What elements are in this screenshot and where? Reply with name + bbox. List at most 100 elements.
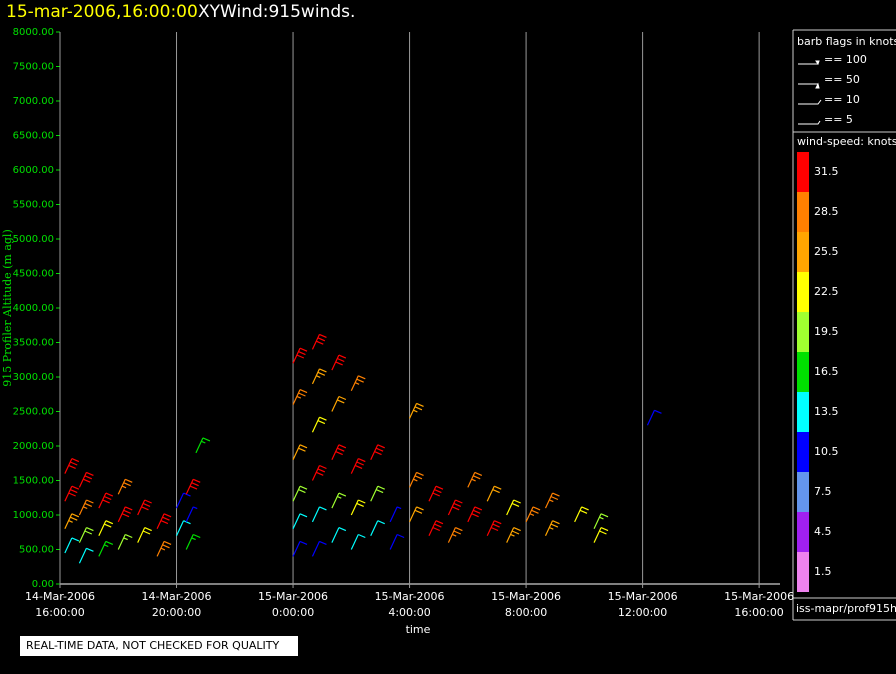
y-tick-label: 6500.00	[13, 131, 54, 142]
wind-barb	[156, 540, 172, 557]
wind-barb	[506, 499, 521, 516]
wind-barb	[311, 333, 327, 350]
wind-barb	[64, 485, 80, 502]
barb-shape	[331, 354, 347, 371]
barb-shape	[98, 540, 114, 557]
wind-barb	[311, 464, 327, 481]
wind-barb	[78, 547, 94, 564]
barb-shape	[292, 540, 308, 557]
barb-shape	[331, 395, 347, 412]
barb-shape	[117, 478, 133, 495]
x-tick-label: 15-Mar-2006	[608, 590, 678, 603]
barb-shape	[525, 506, 541, 523]
wind-barb	[350, 458, 366, 474]
colorbar-swatch	[797, 472, 809, 512]
colorbar-label: 22.5	[814, 285, 839, 298]
wind-barb	[331, 492, 347, 509]
wind-barb	[389, 533, 405, 550]
wind-barb	[156, 513, 172, 530]
colorbar-label: 28.5	[814, 205, 839, 218]
colorbar-label: 16.5	[814, 365, 839, 378]
quality-note: REAL-TIME DATA, NOT CHECKED FOR QUALITY	[26, 639, 280, 652]
wind-barb	[185, 478, 201, 495]
wind-barb	[78, 499, 94, 516]
quality-box	[20, 636, 298, 656]
barb-shape	[311, 540, 327, 557]
wind-barb	[370, 485, 385, 502]
barb-shape	[467, 471, 483, 488]
barb-shape	[78, 527, 94, 543]
y-tick-label: 1000.00	[13, 510, 54, 521]
barb-shape	[185, 506, 198, 523]
barb-shape	[185, 533, 201, 550]
barb-shape	[98, 520, 114, 536]
wind-barb	[467, 506, 483, 523]
barb-shape	[292, 513, 308, 530]
y-tick-label: 3500.00	[13, 338, 54, 349]
wind-barb	[525, 506, 541, 523]
wind-barb	[137, 527, 152, 543]
wind-barb	[64, 513, 80, 530]
barb-shape	[350, 533, 366, 550]
wind-barb	[98, 492, 114, 509]
wind-barb	[292, 540, 308, 557]
y-tick-label: 500.00	[19, 545, 54, 556]
colorbar-swatch	[797, 352, 809, 392]
wind-barb	[593, 527, 609, 543]
wind-barb	[370, 444, 385, 461]
wind-barb	[506, 527, 521, 543]
wind-barb	[389, 506, 402, 523]
wind-barb	[292, 444, 308, 461]
wind-barb	[175, 520, 191, 536]
y-tick-label: 5500.00	[13, 200, 54, 211]
barb-shape	[467, 506, 483, 523]
colorbar-swatch	[797, 232, 809, 272]
wind-barb	[185, 533, 201, 550]
colorbar-label: 10.5	[814, 445, 839, 458]
barb-shape	[117, 506, 133, 523]
x-tick-label: 15-Mar-2006	[375, 590, 445, 603]
chart-title: XYWind:915winds.	[198, 2, 355, 22]
barb-shape	[78, 471, 94, 488]
barb-shape	[311, 368, 327, 385]
barb-shape	[78, 547, 94, 564]
wind-barb	[117, 506, 133, 523]
barb-shape	[292, 389, 308, 405]
barb-shape	[389, 533, 405, 550]
x-axis-label: time	[406, 623, 431, 636]
barb-shape	[428, 520, 444, 536]
wind-barb	[467, 471, 483, 488]
barb-shape	[370, 444, 385, 461]
barb-shape	[544, 520, 560, 536]
barb-shape	[350, 458, 366, 474]
colorbar-label: 25.5	[814, 245, 839, 258]
x-tick-label: 14-Mar-2006	[25, 590, 95, 603]
barb-shape	[292, 485, 308, 502]
colorbar-swatch	[797, 512, 809, 552]
wind-barb	[350, 375, 366, 392]
barb-shape	[350, 375, 366, 392]
x-tick-label: 12:00:00	[618, 606, 667, 619]
y-tick-label: 2000.00	[13, 441, 54, 452]
wind-barb	[447, 499, 463, 516]
source-label: iss-mapr/prof915h	[796, 602, 896, 615]
barb-shape	[370, 520, 385, 536]
wind-barb	[331, 527, 347, 543]
y-tick-label: 4500.00	[13, 269, 54, 280]
barb-shape	[409, 402, 424, 419]
y-tick-label: 5000.00	[13, 234, 54, 245]
wind-barb	[350, 499, 366, 516]
barb-shape	[593, 513, 609, 530]
barb-shape	[486, 485, 502, 502]
x-tick-label: 16:00:00	[35, 606, 84, 619]
barb-shape	[185, 478, 201, 495]
wind-barb	[409, 402, 424, 419]
colorbar-swatch	[797, 152, 809, 192]
colorbar-label: 4.5	[814, 525, 832, 538]
colorbar-swatch	[797, 392, 809, 432]
y-axis-label: 915 Profiler Altitude (m agl)	[1, 229, 14, 386]
wind-barb	[331, 395, 347, 412]
barb-shape	[447, 499, 463, 516]
title-time: 15-mar-2006,16:00:00	[6, 2, 198, 22]
